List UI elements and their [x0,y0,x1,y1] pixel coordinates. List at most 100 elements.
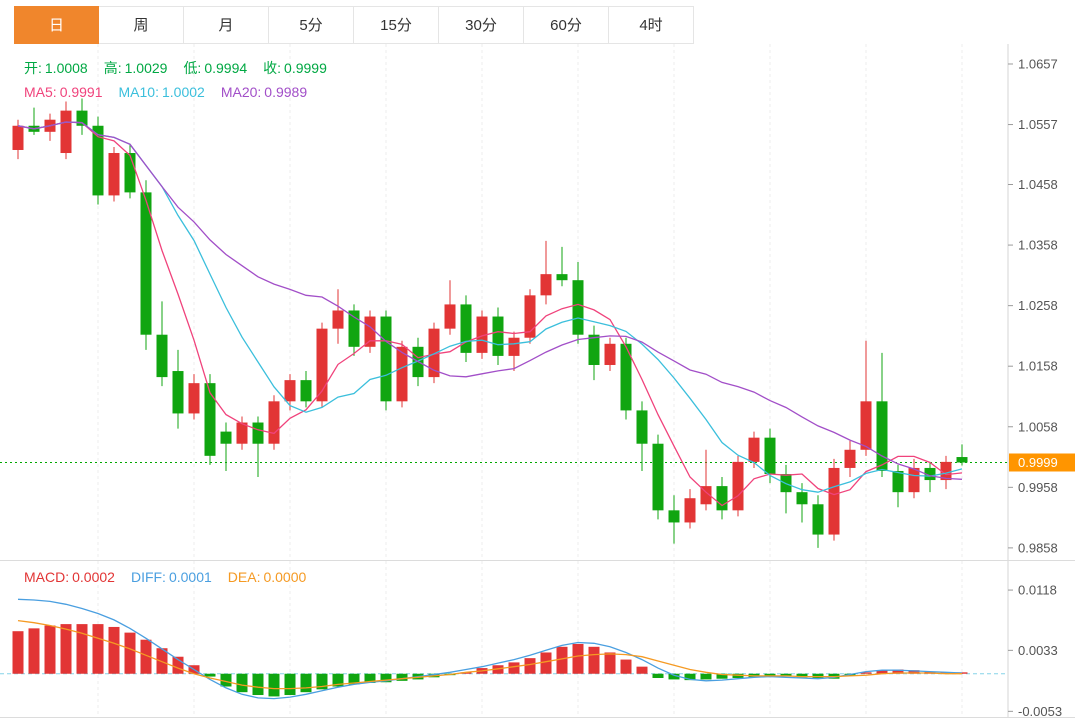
macd-bar [124,632,136,674]
current-price-tag: 0.9999 [1009,453,1075,472]
macd-bar [652,673,664,678]
macd-bar [524,658,536,674]
candle-body [604,343,616,365]
candle-body [668,510,680,523]
y-axis-label: 1.0458 [1018,177,1058,192]
y-axis-label: 1.0358 [1018,238,1058,253]
candle-body [476,316,488,353]
macd-bar [380,673,392,683]
macd-bar [604,652,616,674]
macd-bar [316,673,328,690]
tab-15分[interactable]: 15分 [354,6,439,44]
candle-body [12,125,24,150]
close-value: 收: 0.9999 [263,60,327,76]
macd-bar [396,673,408,681]
macd-bar [556,646,568,674]
candle-body [924,467,936,481]
candle-body [524,295,536,338]
y-axis-label: -0.0053 [1018,704,1062,717]
open-value: 开: 1.0008 [24,60,88,76]
macd-chart[interactable]: 0.0118 0.0033 -0.0053 [0,561,1075,717]
diff-value: DIFF: 0.0001 [130,569,212,585]
candle-body [284,380,296,402]
candle-body [188,383,200,414]
candle-body [108,153,120,196]
candle-body [172,371,184,414]
candle-body [732,461,744,511]
macd-bar [620,659,632,674]
grid [97,44,963,560]
macd-bar [732,673,744,678]
price-chart[interactable]: 1.0657 1.0557 1.0458 1.0358 1.0258 1.0158 1.00… [0,44,1075,560]
macd-bar [76,624,88,674]
high-value: 高: 1.0029 [103,60,168,76]
candle-body [428,328,440,378]
macd-bar [668,673,680,680]
candle-body [236,422,248,444]
candle-body [364,316,376,347]
macd-bar [92,624,104,674]
ma5-value: MA5: 0.9991 [24,84,103,100]
candle-body [812,504,824,535]
candle-body [748,437,760,462]
macd-bar [796,673,808,678]
macd-bar [636,666,648,674]
macd-bar [780,673,792,676]
y-axis-label: 1.0258 [1018,298,1058,313]
macd-bar [140,639,152,674]
tab-30分[interactable]: 30分 [439,6,524,44]
ma10-line [17,121,963,493]
tab-月[interactable]: 月 [184,6,269,44]
macd-bar [12,631,24,674]
tab-周[interactable]: 周 [99,6,184,44]
macd-bar [364,673,376,683]
price-pane: 1.0657 1.0557 1.0458 1.0358 1.0258 1.0158 1.00… [0,44,1075,561]
macd-bar [940,672,952,674]
tab-5分[interactable]: 5分 [269,6,354,44]
y-axis: 0.0118 0.0033 -0.0053 [1007,561,1062,717]
y-axis-label: 0.0118 [1018,583,1057,598]
macd-bar [348,673,360,685]
tab-60分[interactable]: 60分 [524,6,609,44]
candle-body [140,192,152,335]
candle-body [396,346,408,402]
macd-bar [956,672,968,674]
current-price-value: 0.9999 [1018,455,1058,470]
macd-bar [684,673,696,681]
macd-bar [28,628,40,674]
macd-bar [572,643,584,674]
macd-row: MACD: 0.0002 DIFF: 0.0001 DEA: 0.0000 [24,569,306,585]
candle-body [76,110,88,126]
candle-body [220,431,232,444]
candle-body [940,461,952,481]
macd-bar [716,673,728,679]
candle-body [460,304,472,353]
candle-body [844,449,856,468]
macd-bar [220,673,232,687]
candle-body [508,337,520,356]
macd-bar [300,673,312,693]
ohlc-row: 开: 1.0008 高: 1.0029 低: 0.9994 收: 0.9999 [24,58,327,78]
macd-bar [284,673,296,696]
macd-bar [892,669,904,674]
candle-body [684,498,696,523]
macd-bar [700,673,712,680]
macd-bar [860,672,872,674]
macd-bar [588,646,600,674]
candle-body [860,401,872,450]
candle-body [204,383,216,456]
macd-bar [44,625,56,674]
macd-bar [492,665,504,674]
tab-4时[interactable]: 4时 [609,6,694,44]
candle-body [908,467,920,493]
macd-bar [252,673,264,696]
candle-body [828,467,840,535]
macd-bar [460,672,472,674]
macd-bar [764,673,776,676]
candle-body [796,492,808,505]
candle-body [636,410,648,444]
candle-body [332,310,344,329]
tab-日[interactable]: 日 [14,6,99,44]
candle-body [956,457,968,463]
